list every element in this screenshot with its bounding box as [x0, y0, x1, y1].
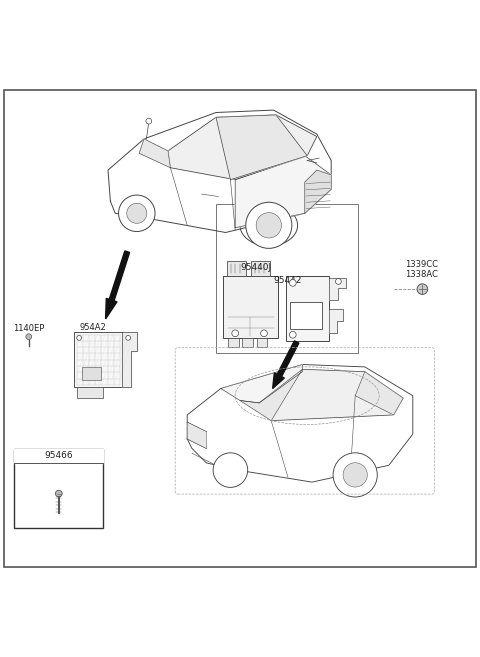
Polygon shape	[355, 372, 403, 415]
Circle shape	[126, 336, 131, 340]
Polygon shape	[216, 115, 307, 180]
Polygon shape	[240, 369, 302, 420]
Polygon shape	[14, 449, 103, 463]
Text: 954A2: 954A2	[79, 323, 106, 332]
Polygon shape	[259, 369, 403, 420]
Bar	[74, 332, 122, 387]
Bar	[227, 261, 246, 276]
Bar	[251, 261, 270, 276]
Circle shape	[256, 213, 281, 238]
Circle shape	[336, 279, 341, 284]
Circle shape	[289, 331, 296, 338]
Text: 95442: 95442	[274, 276, 302, 285]
Polygon shape	[329, 309, 343, 333]
Bar	[82, 367, 101, 380]
Polygon shape	[187, 422, 206, 449]
Circle shape	[246, 202, 292, 248]
Polygon shape	[329, 278, 346, 300]
Bar	[216, 204, 358, 353]
Polygon shape	[305, 170, 331, 214]
Circle shape	[343, 463, 367, 487]
Polygon shape	[106, 251, 130, 319]
Circle shape	[417, 284, 428, 294]
Bar	[228, 338, 239, 347]
Bar	[286, 276, 329, 340]
Circle shape	[261, 330, 267, 336]
Bar	[223, 276, 278, 338]
Text: 95440J: 95440J	[240, 263, 271, 271]
Polygon shape	[139, 139, 170, 168]
Bar	[290, 302, 322, 328]
Polygon shape	[168, 115, 317, 180]
Circle shape	[119, 195, 155, 231]
Polygon shape	[122, 332, 137, 387]
Text: 95466: 95466	[45, 451, 73, 460]
Circle shape	[289, 279, 296, 286]
Bar	[242, 338, 253, 347]
Polygon shape	[187, 365, 413, 482]
Circle shape	[146, 118, 152, 124]
Circle shape	[232, 330, 239, 336]
Bar	[77, 387, 103, 398]
Circle shape	[333, 453, 377, 497]
Bar	[14, 449, 103, 528]
Circle shape	[127, 203, 147, 223]
Circle shape	[77, 336, 82, 340]
Text: 1140EP: 1140EP	[13, 325, 45, 333]
Circle shape	[213, 453, 248, 487]
Circle shape	[26, 334, 32, 340]
Circle shape	[55, 490, 62, 497]
Polygon shape	[235, 156, 331, 228]
Polygon shape	[273, 341, 299, 388]
Polygon shape	[108, 110, 331, 233]
Polygon shape	[221, 365, 302, 403]
Bar	[257, 338, 267, 347]
Text: 1339CC
1338AC: 1339CC 1338AC	[405, 260, 438, 279]
